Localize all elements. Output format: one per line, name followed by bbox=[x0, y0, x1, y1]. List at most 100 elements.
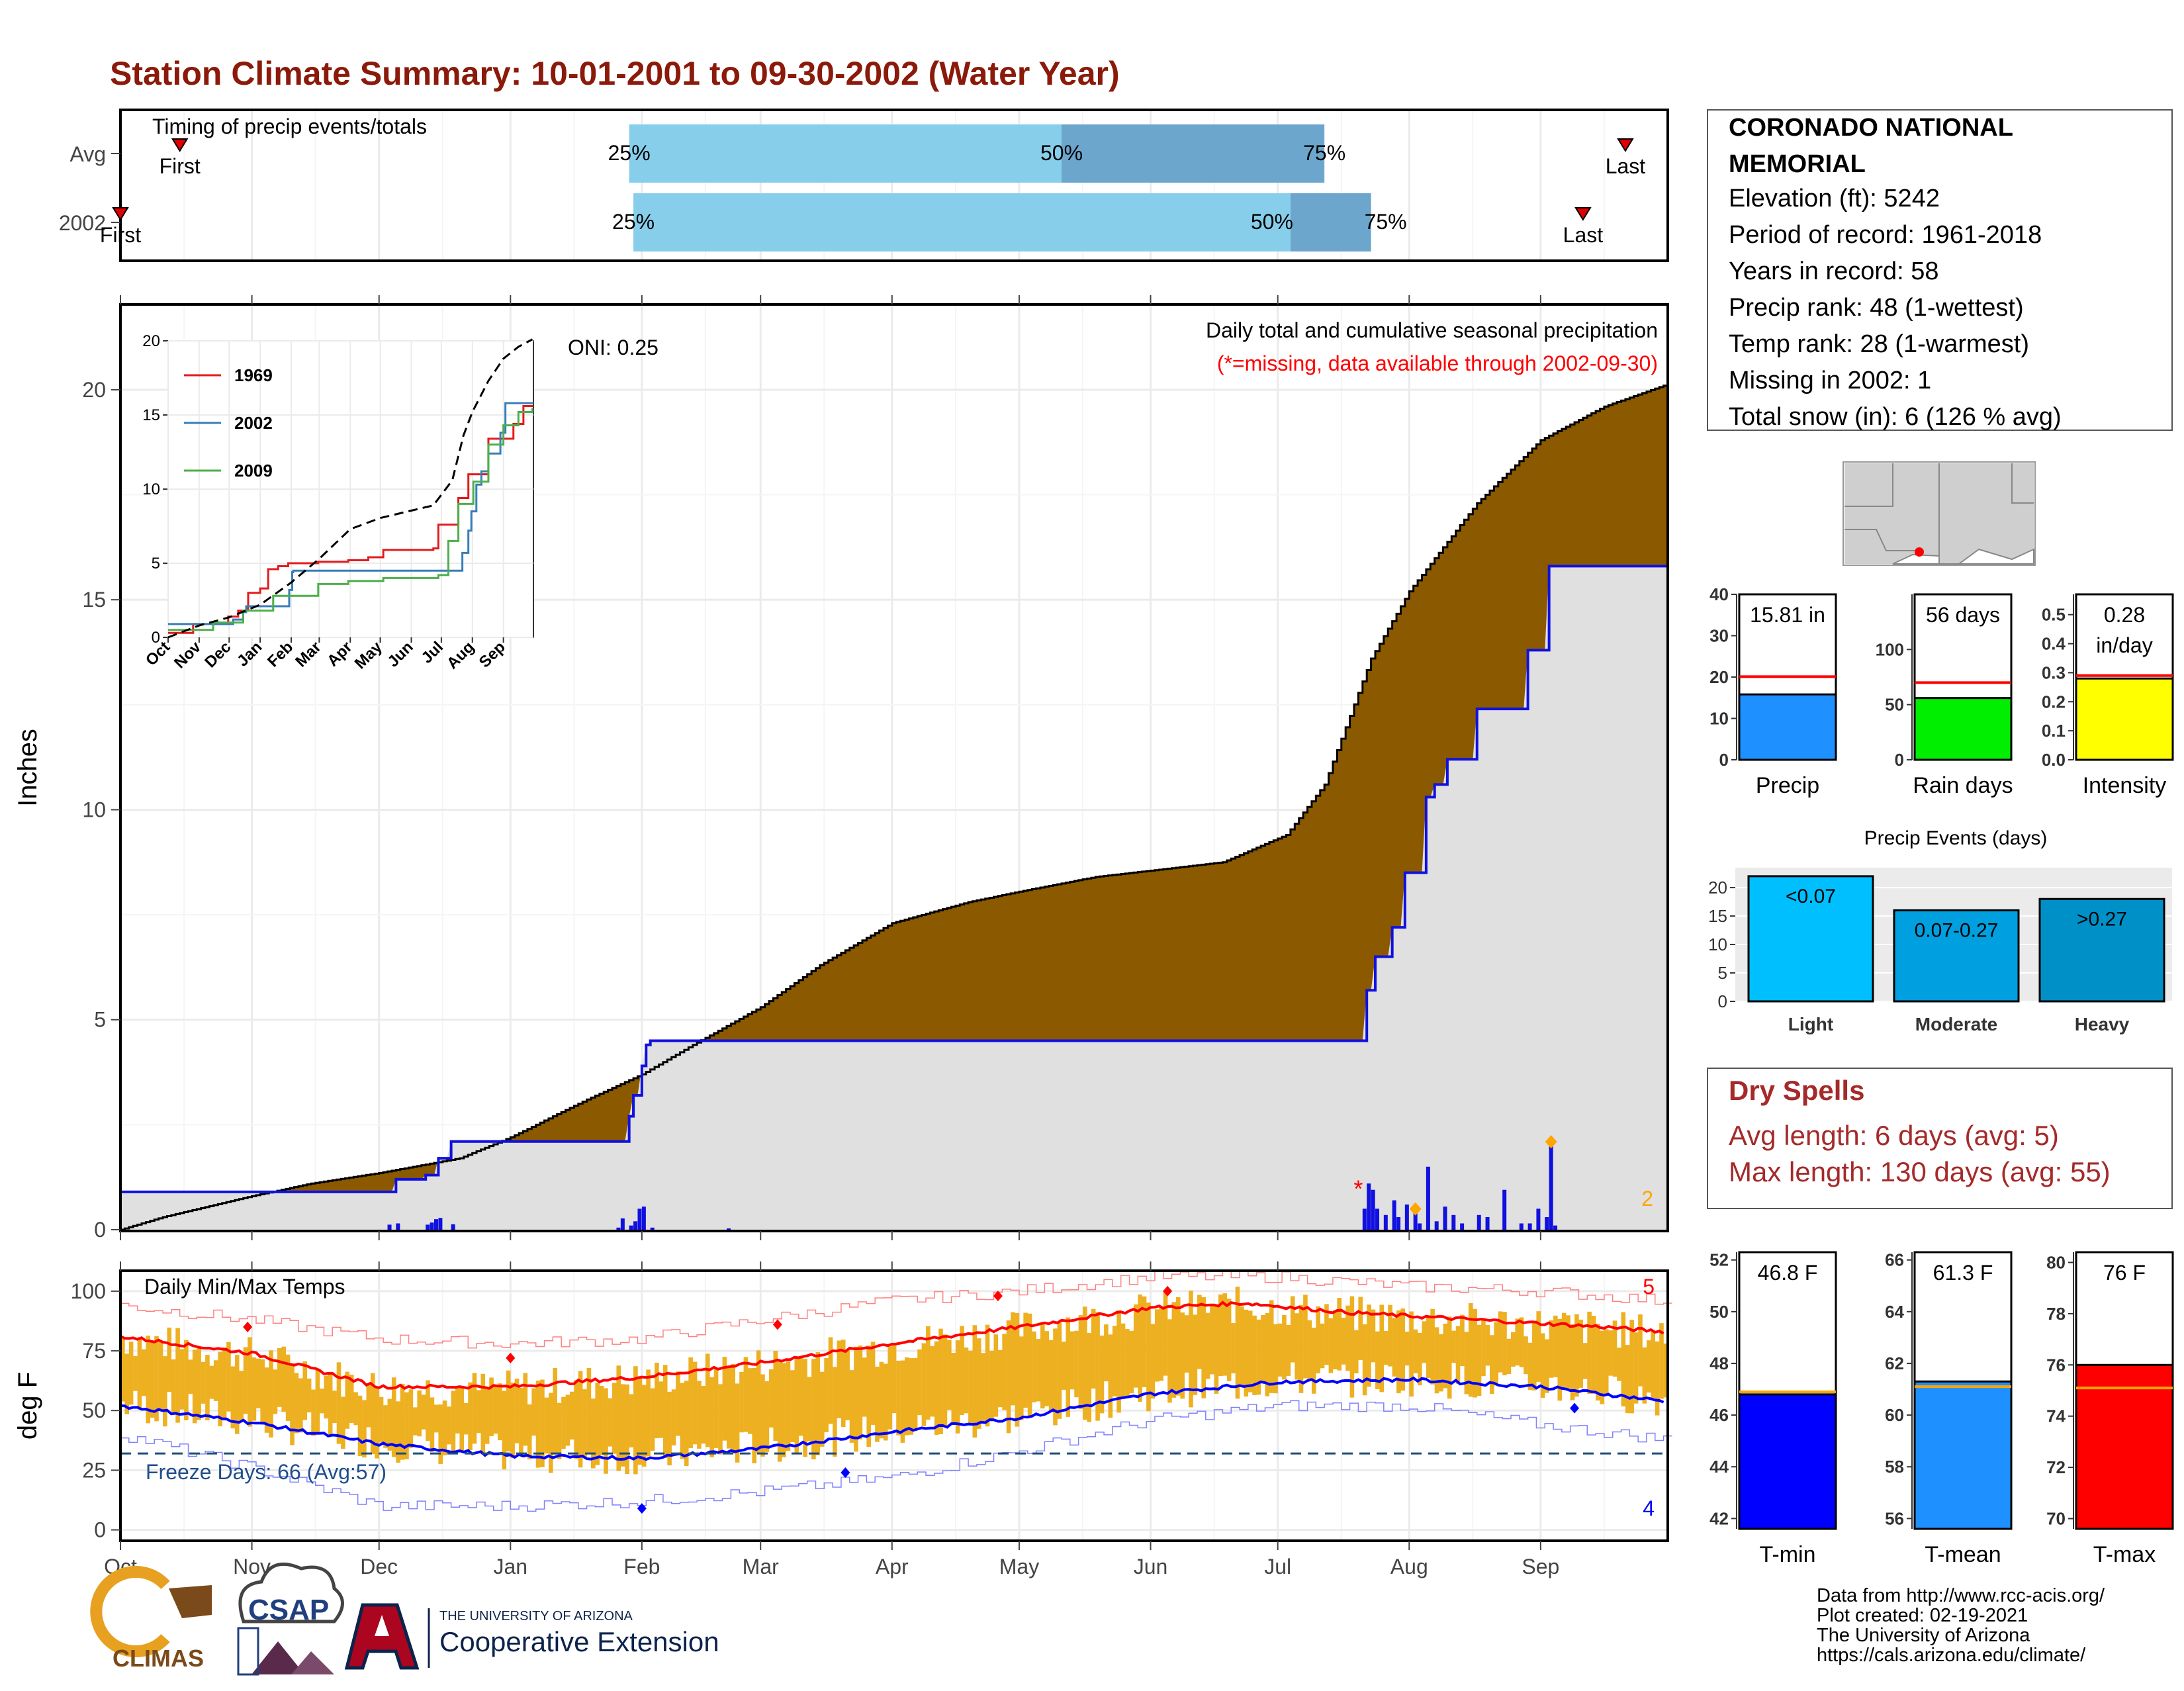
daily-temp-bar bbox=[1502, 1312, 1507, 1376]
daily-temp-bar bbox=[1362, 1324, 1367, 1396]
record-high-count: 5 bbox=[1643, 1275, 1655, 1299]
daily-temp-bar bbox=[896, 1360, 901, 1436]
daily-temp-bar bbox=[1180, 1312, 1185, 1399]
inset-ytick-label: 15 bbox=[142, 406, 160, 424]
daily-temp-bar bbox=[383, 1405, 388, 1448]
daily-temp-bar bbox=[1091, 1308, 1096, 1389]
daily-temp-bar bbox=[146, 1336, 151, 1424]
inset-xtick-label: Dec bbox=[201, 638, 234, 671]
summary-ytick-label: 42 bbox=[1709, 1508, 1729, 1528]
daily-temp-bar bbox=[1282, 1314, 1287, 1380]
daily-temp-bar bbox=[1439, 1334, 1443, 1392]
inset-xtick-label: Mar bbox=[292, 638, 324, 670]
daily-temp-bar bbox=[1171, 1302, 1177, 1398]
daily-temp-bar bbox=[1426, 1316, 1431, 1378]
daily-temp-bar bbox=[1464, 1332, 1469, 1394]
daily-precip-bar bbox=[1383, 1214, 1388, 1230]
daily-temp-bar bbox=[769, 1369, 774, 1428]
daily-temp-bar bbox=[1553, 1315, 1558, 1377]
daily-temp-bar bbox=[124, 1353, 130, 1414]
daily-temp-bar bbox=[396, 1401, 400, 1463]
precip-ytick-label: 0 bbox=[94, 1218, 106, 1242]
record-low-marker bbox=[1570, 1402, 1580, 1414]
daily-temp-bar bbox=[1006, 1320, 1011, 1434]
timing-pct-label: 25% bbox=[612, 210, 655, 234]
summary-value-bar bbox=[2075, 1363, 2174, 1530]
daily-precip-bar bbox=[396, 1223, 400, 1230]
daily-temp-bar bbox=[1265, 1312, 1270, 1396]
timing-bar-q25-q50-Avg bbox=[629, 124, 1062, 183]
daily-temp-bar bbox=[989, 1350, 994, 1420]
daily-temp-bar bbox=[150, 1342, 155, 1418]
cumulative-2002-line bbox=[120, 565, 1668, 1193]
summary-ytick-label: 66 bbox=[1885, 1250, 1904, 1270]
daily-temp-bar bbox=[128, 1342, 134, 1405]
daily-precip-bar bbox=[1418, 1223, 1422, 1230]
daily-temp-bar bbox=[133, 1356, 138, 1391]
daily-temp-bar bbox=[404, 1392, 409, 1459]
daily-temp-bar bbox=[726, 1367, 731, 1449]
daily-precip-bar bbox=[1443, 1207, 1447, 1230]
daily-precip-bar bbox=[1477, 1214, 1481, 1230]
daily-temp-bar bbox=[1205, 1312, 1210, 1379]
daily-temp-bar bbox=[684, 1381, 689, 1466]
daily-temp-bar bbox=[434, 1404, 439, 1433]
summary-value-label: 0.28 bbox=[2104, 603, 2145, 627]
timing-pct-label: 75% bbox=[1303, 141, 1345, 165]
daily-temp-bar bbox=[1015, 1312, 1020, 1427]
summary-ytick-label: 70 bbox=[2046, 1509, 2066, 1529]
summary-ytick-label: 76 bbox=[2046, 1355, 2066, 1375]
daily-temp-bar bbox=[671, 1389, 676, 1445]
daily-precip-bar bbox=[1396, 1216, 1401, 1230]
daily-temp-bar bbox=[1303, 1295, 1308, 1379]
summary-ytick-label: 48 bbox=[1709, 1353, 1729, 1373]
daily-temp-bar bbox=[362, 1400, 367, 1458]
daily-temp-bar bbox=[569, 1391, 574, 1440]
daily-precip-bar bbox=[650, 1227, 655, 1230]
daily-temp-bar bbox=[234, 1355, 240, 1434]
footer-line-3: The University of Arizona bbox=[1817, 1625, 2030, 1646]
daily-temp-bar bbox=[1600, 1330, 1605, 1404]
daily-temp-bar bbox=[1515, 1318, 1520, 1366]
summary-label: Intensity bbox=[2083, 773, 2167, 798]
footer-credits: Data from http://www.rcc-acis.org/ Plot … bbox=[1817, 1585, 2105, 1666]
events-title: Precip Events (days) bbox=[1864, 827, 2048, 849]
timing-marker-first bbox=[171, 138, 189, 152]
daily-temp-bar bbox=[1633, 1332, 1639, 1404]
daily-temp-bar bbox=[1324, 1304, 1329, 1365]
daily-temp-bar bbox=[1388, 1304, 1392, 1367]
daily-temp-bar bbox=[913, 1357, 918, 1432]
daily-precip-bar bbox=[1434, 1221, 1439, 1230]
daily-temp-bar bbox=[205, 1355, 210, 1421]
daily-temp-bar bbox=[1048, 1340, 1054, 1413]
daily-temp-bar bbox=[188, 1359, 193, 1394]
daily-temp-bar bbox=[1290, 1296, 1295, 1363]
summary-label: T-max bbox=[2093, 1542, 2156, 1567]
daily-temp-bar bbox=[1524, 1336, 1528, 1375]
daily-temp-bar bbox=[667, 1391, 672, 1466]
daily-temp-bar bbox=[171, 1359, 176, 1413]
daily-temp-bar bbox=[158, 1341, 163, 1410]
daily-temp-bar bbox=[255, 1358, 261, 1408]
daily-temp-bar bbox=[1027, 1313, 1032, 1418]
events-ytick-label: 5 bbox=[1718, 963, 1727, 983]
daily-temp-bar bbox=[154, 1336, 159, 1422]
daily-temp-bar bbox=[1074, 1330, 1079, 1398]
station-info-box: CORONADO NATIONAL MEMORIAL Elevation (ft… bbox=[1707, 109, 2173, 431]
daily-temp-bar bbox=[281, 1346, 287, 1412]
daily-temp-bar bbox=[629, 1394, 634, 1447]
record-high-marker bbox=[993, 1291, 1003, 1302]
daily-temp-bar bbox=[582, 1389, 587, 1459]
daily-temp-bar bbox=[985, 1324, 990, 1427]
daily-temp-bar bbox=[1473, 1308, 1477, 1398]
daily-temp-bar bbox=[243, 1347, 248, 1414]
daily-temp-bar bbox=[1367, 1304, 1371, 1387]
daily-temp-bar bbox=[595, 1383, 600, 1465]
daily-precip-bar bbox=[438, 1218, 443, 1230]
daily-temp-bar bbox=[612, 1383, 617, 1454]
daily-temp-bar bbox=[290, 1363, 295, 1445]
daily-temp-bar bbox=[306, 1378, 312, 1413]
daily-temp-bar bbox=[264, 1367, 269, 1433]
summary-label: Rain days bbox=[1913, 773, 2013, 798]
